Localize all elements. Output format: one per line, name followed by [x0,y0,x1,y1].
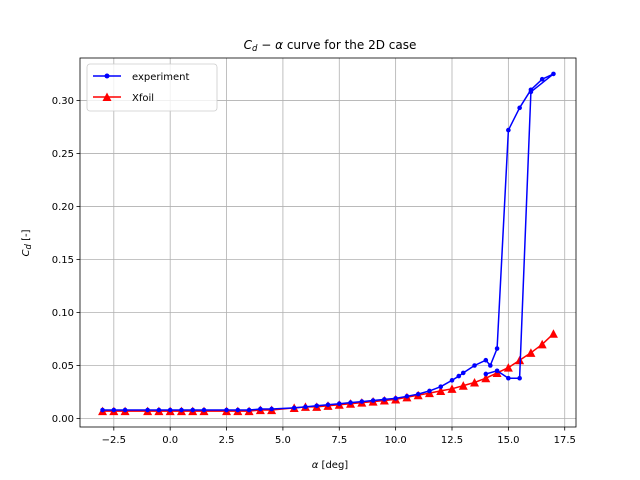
data-point [539,76,545,82]
x-tick-label: 0.0 [162,435,178,446]
data-point [246,407,252,413]
data-point [348,400,353,405]
data-point [201,407,207,413]
data-point [382,397,387,402]
data-point [458,381,468,390]
data-point [111,407,117,413]
data-point [258,406,263,412]
data-point [551,71,556,77]
data-point [145,407,150,413]
data-point [359,399,365,404]
data-point [427,388,432,394]
x-tick-label: −2.5 [102,435,126,446]
data-point [179,407,184,413]
data-point [235,407,241,413]
data-point [325,402,331,408]
data-point [190,407,196,413]
data-point [506,127,511,133]
data-point [167,407,173,413]
data-point [224,407,229,413]
data-point [336,401,342,406]
data-point [526,348,536,357]
data-point [269,406,274,412]
y-tick-label: 0.25 [52,149,74,160]
data-point [404,393,410,399]
y-tick-label: 0.30 [52,96,74,107]
legend: experiment Xfoil [86,63,218,112]
data-point [488,363,493,368]
y-axis: 0.00 0.05 0.10 0.15 0.20 0.25 0.30 [52,96,80,425]
x-tick-label: 7.5 [331,435,347,446]
y-tick-label: 0.05 [52,361,74,372]
data-point [456,373,462,379]
series-layer [98,71,558,416]
data-point [483,371,489,377]
x-tick-label: 17.5 [554,435,576,446]
data-point [494,346,500,351]
series-xfoil [98,329,558,416]
y-tick-label: 0.20 [52,202,74,213]
grid [80,58,576,427]
series-experiment [100,71,556,413]
y-tick-label: 0.00 [52,414,74,425]
legend-marker-experiment [104,73,110,79]
data-point [122,407,128,413]
data-point [537,339,547,349]
y-tick-label: 0.10 [52,308,74,319]
data-point [314,403,320,409]
data-point [438,384,444,390]
data-point [291,405,297,411]
data-point [449,378,455,383]
x-tick-label: 10.0 [385,435,407,446]
x-axis-title: α [deg] [312,460,349,471]
data-point [517,105,522,111]
data-point [548,329,558,338]
data-point [470,377,480,387]
x-tick-label: 5.0 [275,435,291,446]
data-point [393,396,398,401]
data-point [517,375,522,381]
x-axis: −2.5 0.0 2.5 5.0 7.5 10.0 12.5 15.0 17.5 [102,427,576,446]
data-point [483,357,489,363]
y-axis-title: Cd [-] [21,229,34,256]
y-tick-label: 0.15 [52,255,74,266]
data-point [506,375,511,381]
data-point [156,407,162,413]
data-point [481,373,491,383]
data-point [528,89,534,95]
x-tick-label: 15.0 [497,435,519,446]
plot-frame [79,57,577,428]
data-point [370,398,376,403]
data-point [436,386,446,395]
legend-label-xfoil: Xfoil [132,93,154,104]
chart-title: Cd − α curve for the 2D case [244,38,417,54]
data-point [494,368,500,374]
legend-marker-xfoil [102,92,112,101]
data-point [472,363,477,368]
data-point [100,407,105,413]
data-point [303,404,308,410]
legend-label-experiment: experiment [132,72,190,83]
data-point [460,370,466,376]
x-tick-label: 12.5 [441,435,463,446]
data-point [415,391,421,397]
data-point [503,363,513,372]
x-tick-label: 2.5 [219,435,235,446]
data-point [447,384,457,393]
